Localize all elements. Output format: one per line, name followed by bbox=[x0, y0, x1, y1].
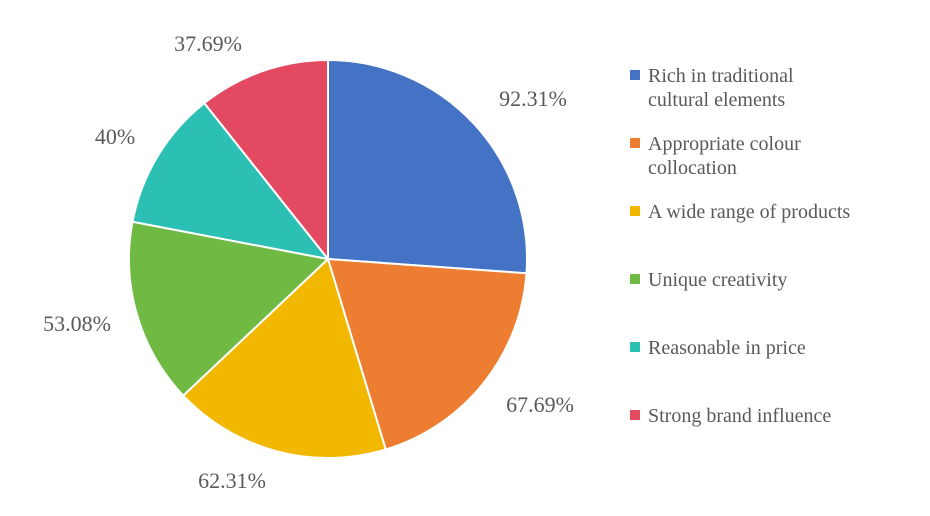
legend-label: Reasonable in price bbox=[648, 337, 806, 359]
data-label-unique-creativity: 53.08% bbox=[43, 311, 111, 336]
legend-item-reasonable-in-price: Reasonable in price bbox=[630, 337, 806, 359]
legend-item-strong-brand-influence: Strong brand influence bbox=[630, 405, 831, 427]
pie-slice-appropriate-colour-collocation bbox=[326, 257, 528, 451]
legend-label: Appropriate colour collocation bbox=[648, 133, 801, 179]
pie-slice-reasonable-in-price bbox=[131, 101, 331, 261]
legend-marker bbox=[630, 342, 640, 352]
data-label-strong-brand-influence: 37.69% bbox=[174, 31, 242, 56]
data-label-appropriate-colour-collocation: 67.69% bbox=[506, 392, 574, 417]
legend-marker bbox=[630, 206, 640, 216]
legend-item-rich-in-traditional-cultural-elements: Rich in traditional cultural elements bbox=[630, 65, 794, 111]
data-label-reasonable-in-price: 40% bbox=[95, 124, 135, 149]
legend-item-unique-creativity: Unique creativity bbox=[630, 269, 787, 291]
legend-marker bbox=[630, 410, 640, 420]
data-label-a-wide-range-of-products: 62.31% bbox=[198, 468, 266, 493]
legend-item-a-wide-range-of-products: A wide range of products bbox=[630, 201, 850, 223]
pie-slice-rich-in-traditional-cultural-elements bbox=[327, 58, 528, 275]
legend-label: Rich in traditional cultural elements bbox=[648, 65, 794, 111]
legend-marker bbox=[630, 138, 640, 148]
legend: Rich in traditional cultural elements Appr… bbox=[630, 65, 850, 427]
pie-slice-strong-brand-influence bbox=[202, 58, 329, 262]
pie-slices bbox=[128, 58, 528, 459]
legend-label: A wide range of products bbox=[648, 201, 850, 223]
legend-label: Unique creativity bbox=[648, 269, 787, 291]
legend-marker bbox=[630, 274, 640, 284]
pie-slice-unique-creativity bbox=[128, 220, 331, 397]
pie-slice-a-wide-range-of-products bbox=[181, 257, 387, 459]
legend-label: Strong brand influence bbox=[648, 405, 831, 427]
legend-marker bbox=[630, 70, 640, 80]
data-label-rich-in-traditional-cultural-elements: 92.31% bbox=[499, 86, 567, 111]
pie-data-labels: 92.31% 67.69% 62.31% 53.08% 40% 37.69% bbox=[43, 31, 574, 493]
legend-item-appropriate-colour-collocation: Appropriate colour collocation bbox=[630, 133, 801, 179]
